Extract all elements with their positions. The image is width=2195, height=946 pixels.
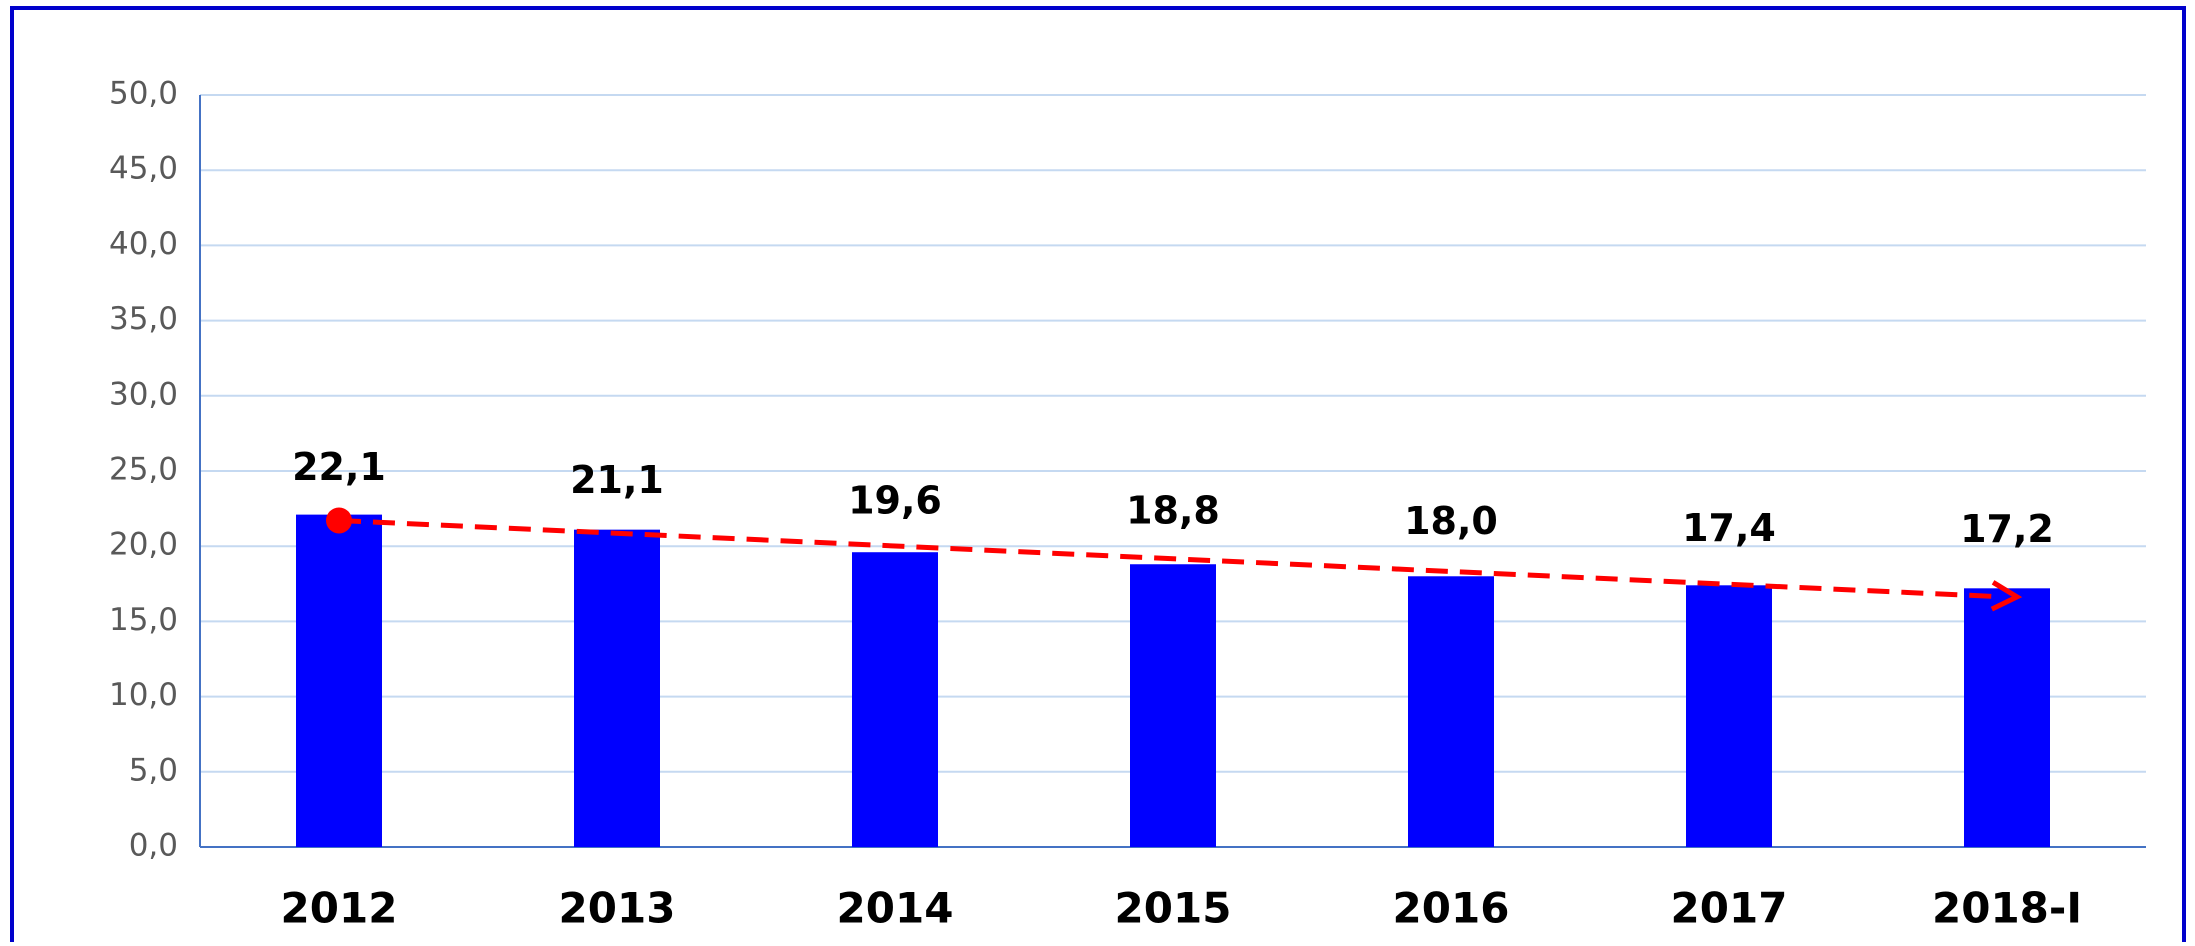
bar [574,529,660,847]
x-tick-label: 2018-I [1932,884,2082,933]
y-tick-label: 5,0 [129,752,178,788]
x-tick-label: 2012 [281,884,398,933]
y-tick-label: 30,0 [109,376,178,412]
value-label: 17,2 [1960,507,2054,551]
bar [1686,585,1772,847]
y-tick-label: 15,0 [109,602,178,638]
bar [1130,564,1216,847]
x-tick-label: 2014 [837,884,954,933]
y-tick-label: 20,0 [109,527,178,563]
x-tick-label: 2015 [1115,884,1232,933]
bar [296,514,382,847]
value-label: 22,1 [292,445,386,489]
y-tick-label: 45,0 [109,151,178,187]
y-tick-label: 50,0 [109,76,178,112]
y-tick-label: 35,0 [109,301,178,337]
bar [852,552,938,847]
value-label: 17,4 [1682,506,1776,550]
x-tick-label: 2013 [559,884,676,933]
trend-start [326,507,352,534]
bar [1964,588,2050,847]
frame [10,6,2186,942]
y-tick-label: 10,0 [109,677,178,713]
x-tick-label: 2017 [1671,884,1788,933]
y-tick-label: 0,0 [129,828,178,864]
value-label: 18,8 [1126,489,1220,533]
x-tick-label: 2016 [1393,884,1510,933]
trend-arrowhead [1990,580,2023,612]
value-label: 18,0 [1404,499,1498,543]
y-tick-label: 25,0 [109,452,178,488]
trend-line [338,517,2004,600]
y-tick-label: 40,0 [109,226,178,262]
value-label: 19,6 [848,479,942,523]
bar [1408,576,1494,847]
value-label: 21,1 [570,458,664,502]
